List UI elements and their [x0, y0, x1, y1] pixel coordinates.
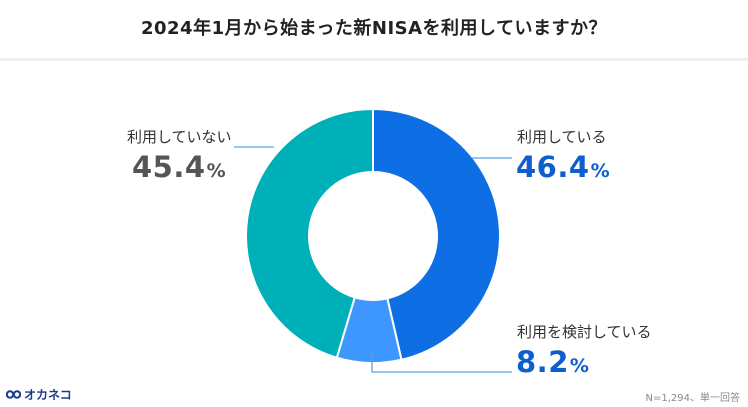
pct-not-using-unit: %	[206, 160, 227, 182]
pct-considering: 8.2%	[516, 345, 589, 379]
pct-using-unit: %	[590, 160, 611, 182]
footnote: N=1,294、単一回答	[645, 393, 741, 404]
pct-not-using-value: 45.4	[132, 150, 206, 184]
slice-using	[372, 107, 501, 361]
logo-text: オカネコ	[24, 388, 72, 402]
leader-line-considering	[371, 354, 512, 373]
pct-considering-unit: %	[569, 355, 590, 377]
title-divider	[0, 58, 748, 61]
pct-using-value: 46.4	[516, 150, 590, 184]
pct-using: 46.4%	[516, 150, 610, 184]
label-using: 利用している	[517, 128, 607, 146]
pct-not-using: 45.4%	[132, 150, 226, 184]
brand-logo: オカネコ	[6, 386, 72, 403]
label-not-using: 利用していない	[127, 128, 232, 146]
label-considering: 利用を検討している	[517, 323, 652, 341]
logo-infinity-icon	[6, 390, 21, 399]
chart-title: 2024年1月から始まった新NISAを利用していますか？	[140, 18, 608, 39]
slice-not-using	[245, 107, 374, 359]
pct-considering-value: 8.2	[516, 345, 569, 379]
